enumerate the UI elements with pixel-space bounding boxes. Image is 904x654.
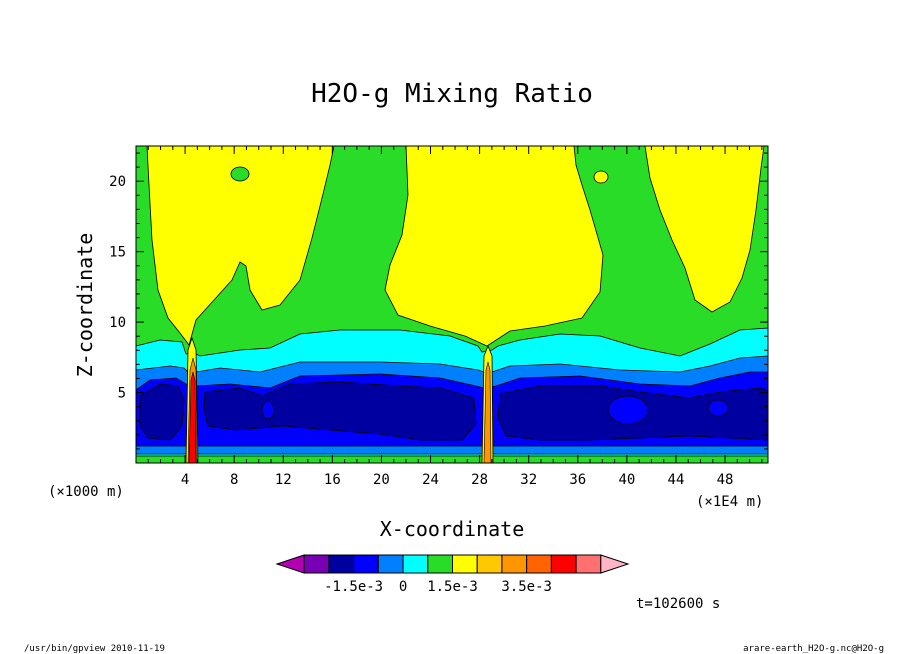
x-tick-label: 20 <box>373 472 390 488</box>
colorbar-swatch <box>303 554 330 574</box>
plume-left <box>185 336 199 463</box>
colorbar-tick-label: -1.5e-3 <box>324 579 383 595</box>
contour-field <box>136 146 768 463</box>
footer-left: /usr/bin/gpview 2010-11-19 <box>24 644 165 654</box>
colorbar-tick-label: 3.5e-3 <box>501 579 552 595</box>
colorbar-right-arrow <box>600 554 630 574</box>
colorbar-swatch <box>452 554 478 574</box>
x-tick-label: 48 <box>717 472 734 488</box>
x-unit-right: (×1E4 m) <box>696 494 763 510</box>
chart-title: H2O-g Mixing Ratio <box>311 79 593 109</box>
colorbar-swatch <box>526 554 552 574</box>
x-tick-label: 32 <box>520 472 537 488</box>
colorbar-labels: -1.5e-3 0 1.5e-3 3.5e-3 <box>324 579 552 595</box>
colorbar-tick-label: 1.5e-3 <box>427 579 478 595</box>
footer-right: arare-earth_H2O-g.nc@H2O-g <box>743 644 884 654</box>
colorbar <box>275 554 630 574</box>
y-tick-label: 20 <box>109 174 126 190</box>
colorbar-swatch <box>377 554 404 574</box>
x-unit-left: (×1000 m) <box>48 484 124 500</box>
contour-island-green-1 <box>230 166 250 182</box>
x-tick-label: 8 <box>230 472 238 488</box>
y-axis-label: Z-coordinate <box>73 233 97 378</box>
colorbar-swatch <box>575 554 602 574</box>
colorbar-swatch <box>550 554 577 574</box>
x-tick-label: 40 <box>618 472 635 488</box>
y-tick-label: 10 <box>109 315 126 331</box>
x-tick-label: 4 <box>181 472 189 488</box>
x-tick-label: 24 <box>422 472 439 488</box>
colorbar-left-arrow <box>275 554 305 574</box>
y-axis-ticks: 5 10 15 20 <box>109 152 768 450</box>
colorbar-swatch <box>353 554 379 574</box>
plume-right <box>481 344 494 463</box>
colorbar-tick-label: 0 <box>399 579 407 595</box>
contour-region-bottom-green <box>136 456 768 463</box>
contour-core-mid <box>203 381 477 441</box>
x-axis-label: X-coordinate <box>380 517 525 541</box>
contour-spot-1 <box>261 400 275 420</box>
colorbar-swatch <box>427 554 453 574</box>
x-tick-label: 28 <box>471 472 488 488</box>
plot-frame <box>135 145 769 464</box>
x-tick-label: 44 <box>668 472 685 488</box>
contour-spot-3 <box>707 399 729 417</box>
contour-core-left <box>139 383 185 441</box>
x-tick-label: 12 <box>275 472 292 488</box>
x-axis-ticks: 4 8 12 16 20 24 28 32 36 40 44 48 <box>147 146 763 488</box>
contour-spot-2 <box>607 395 649 425</box>
colorbar-swatch <box>328 554 355 574</box>
colorbar-swatch <box>501 554 528 574</box>
contour-island-yellow-1 <box>593 170 609 184</box>
x-tick-label: 36 <box>569 472 586 488</box>
y-tick-label: 5 <box>118 386 126 402</box>
colorbar-swatch <box>402 554 429 574</box>
colorbar-swatch <box>476 554 503 574</box>
y-tick-label: 15 <box>109 245 126 261</box>
x-tick-label: 16 <box>324 472 341 488</box>
time-label: t=102600 s <box>636 596 720 612</box>
